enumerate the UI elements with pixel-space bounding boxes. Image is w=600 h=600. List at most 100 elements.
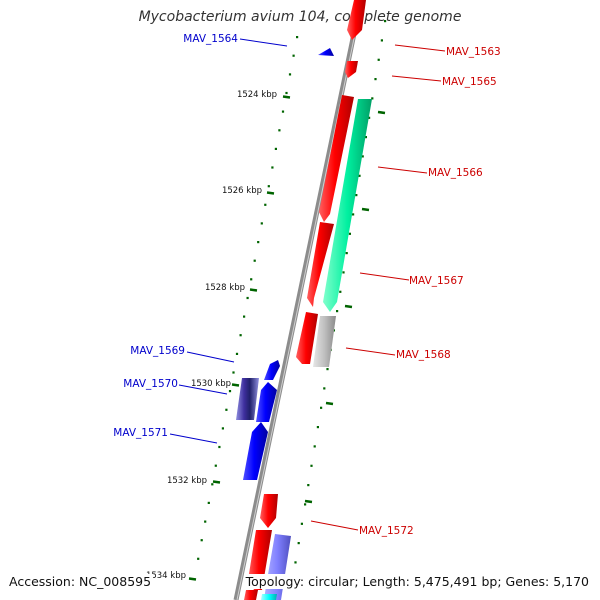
scale-dot [339,290,342,293]
feature-red-b[interactable] [296,312,318,364]
scale-dot [200,539,203,542]
gene-label[interactable]: MAV_1565 [442,76,497,88]
gene-MAV_1567b[interactable] [307,222,334,307]
gene-label[interactable]: MAV_1572 [359,525,414,537]
gene-MAV_1570[interactable] [236,378,259,420]
scale-dot [384,20,387,23]
reverse-strand-features [236,48,354,600]
scale-dot [253,259,256,262]
scale-dot [225,408,228,411]
scale-dash [325,401,334,406]
scale-dots [197,20,387,564]
scale-dot [310,464,313,467]
gene-label[interactable]: MAV_1564 [183,33,238,45]
forward-strand-features [261,0,372,600]
scale-dot [250,278,253,281]
genome-summary-text: Topology: circular; Length: 5,475,491 bp… [243,574,591,589]
accession-text: Accession: NC_008595 [7,574,154,589]
scale-dash [361,207,370,212]
feature-cyan[interactable] [261,594,277,600]
scale-dot [221,427,224,430]
scale-dash [344,304,353,309]
scale-ticks: 1524 kbp 1526 kbp 1528 kbp 1530 kbp 1532… [146,90,291,581]
gene-label[interactable]: MAV_1567 [409,275,464,287]
gene-MAV_1565[interactable] [345,61,358,78]
gene-MAV_1571[interactable] [243,422,268,480]
scale-dot [218,445,221,449]
gene-MAV_1571a[interactable] [256,382,277,422]
scale-dot [336,310,339,313]
scale-dot [260,222,263,225]
scale-dot [228,390,232,393]
scale-dot [348,232,351,235]
scale-dot [368,116,371,119]
gene-MAV_1568[interactable] [313,316,336,367]
scale-dot [214,464,217,467]
scale-label: 1528 kbp [205,283,245,293]
scale-dot [297,542,300,545]
gene-label[interactable]: MAV_1566 [428,167,483,179]
scale-tick [266,191,275,195]
scale-dot [364,136,367,139]
scale-dot [313,445,316,448]
scale-dot [271,166,274,169]
scale-tick [282,95,291,99]
scale-dash [377,110,386,115]
scale-dot [320,406,323,409]
scale-dot [239,334,242,337]
scale-dot [232,371,235,374]
scale-dot [304,503,307,506]
scale-dot [264,203,267,206]
gene-label[interactable]: MAV_1563 [446,46,501,58]
scale-dot [211,483,214,486]
scale-tick [231,383,240,387]
scale-dot [288,73,292,76]
gene-MAV_1567[interactable] [319,95,354,222]
scale-dot [380,39,383,42]
scale-dot [377,58,380,61]
scale-dot [281,110,285,113]
scale-dot [300,522,303,525]
scale-dot [316,426,319,429]
gene-MAV_1564[interactable] [318,48,334,56]
scale-dot [235,352,239,355]
scale-dot [292,54,295,57]
scale-tick [249,288,258,292]
gene-label[interactable]: MAV_1571 [113,427,168,439]
scale-tick [212,480,221,484]
gene-label[interactable]: MAV_1568 [396,349,451,361]
scale-dot [296,36,299,39]
scale-dot [342,271,345,274]
scale-dot [243,315,246,318]
scale-label: 1530 kbp [191,379,231,389]
gene-MAV_1563[interactable] [347,0,366,40]
gene-MAV_1572[interactable] [260,494,278,528]
scale-label: 1534 kbp [146,571,186,581]
scale-dot [326,368,329,371]
gene-label[interactable]: MAV_1570 [123,378,178,390]
scale-label: 1526 kbp [222,186,262,196]
scale-dot [323,387,326,390]
scale-dot [307,484,310,487]
leader-lines [169,38,446,531]
scale-dot [197,557,200,560]
scale-dot [358,174,361,177]
scale-dot [361,155,364,158]
scale-dot [278,129,281,132]
gene-labels: MAV_1563 MAV_1565 MAV_1566 MAV_1567 MAV_… [113,33,500,537]
gene-label[interactable]: MAV_1569 [130,345,185,357]
scale-dot [204,520,207,523]
gene-MAV_1569[interactable] [264,360,280,380]
scale-dot [374,78,377,81]
scale-dot [274,147,277,150]
scale-dot [267,185,270,188]
scale-dot [294,561,297,564]
scale-dot [285,91,288,95]
scale-label: 1532 kbp [167,476,207,486]
gene-MAV_1566[interactable] [323,99,372,312]
scale-dot [345,252,348,255]
scale-label: 1524 kbp [237,90,277,100]
feature-red-d[interactable] [244,590,258,600]
